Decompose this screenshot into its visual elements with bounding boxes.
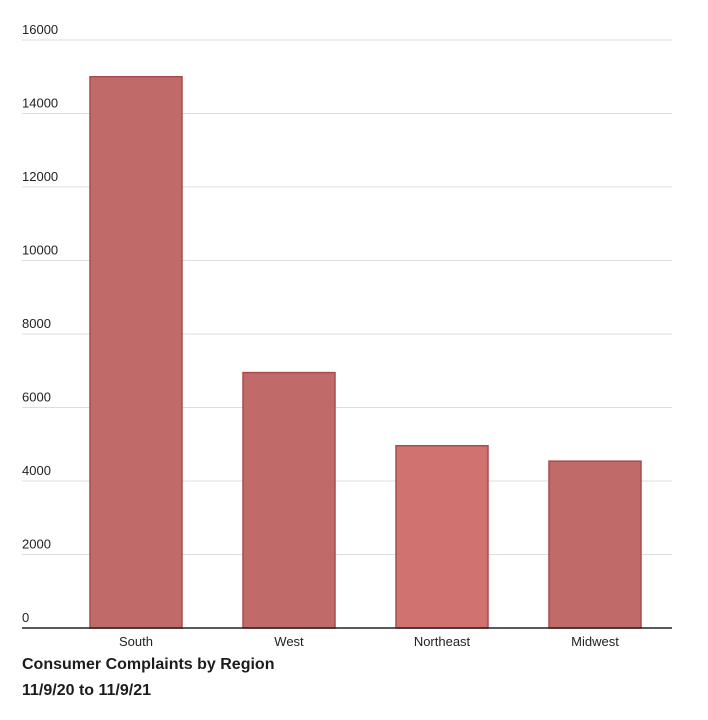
bar-northeast xyxy=(395,444,489,629)
bar-west xyxy=(242,371,336,629)
x-category-label: West xyxy=(274,634,304,649)
y-tick-label: 10000 xyxy=(22,243,58,258)
chart-title: Consumer Complaints by Region xyxy=(22,656,275,673)
bar-chart: 0 2000 4000 6000 8000 10000 12000 14000 16000 So… xyxy=(22,22,672,649)
y-tick-label: 4000 xyxy=(22,463,51,478)
y-tick-label: 16000 xyxy=(22,22,58,37)
x-category-label: Midwest xyxy=(571,634,619,649)
y-tick-label: 14000 xyxy=(22,96,58,111)
y-tick-label: 12000 xyxy=(22,169,58,184)
bar-midwest xyxy=(548,460,642,629)
bars xyxy=(89,76,642,629)
y-tick-label: 6000 xyxy=(22,390,51,405)
x-category-label: South xyxy=(119,634,153,649)
y-tick-label: 2000 xyxy=(22,537,51,552)
chart-subtitle: 11/9/20 to 11/9/21 xyxy=(22,682,151,699)
y-axis-ticks: 0 2000 4000 6000 8000 10000 12000 14000 16000 xyxy=(22,22,58,625)
x-axis-categories: South West Northeast Midwest xyxy=(119,634,619,649)
y-tick-label: 0 xyxy=(22,610,29,625)
y-tick-label: 8000 xyxy=(22,316,51,331)
bar-south xyxy=(89,76,183,629)
x-category-label: Northeast xyxy=(414,634,471,649)
